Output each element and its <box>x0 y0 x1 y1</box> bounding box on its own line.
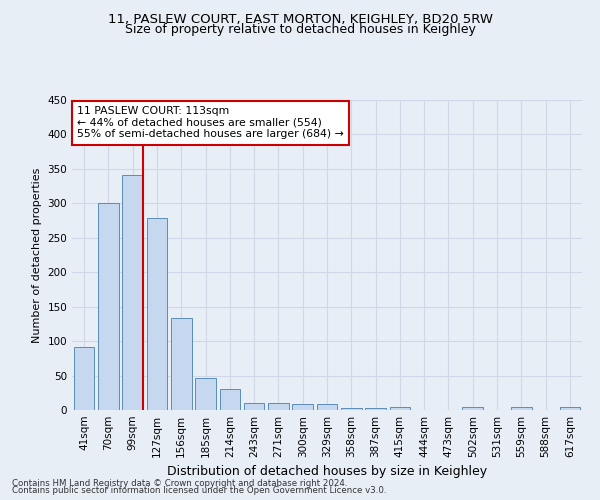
Bar <box>268 403 289 410</box>
Bar <box>560 407 580 410</box>
Bar <box>365 408 386 410</box>
Bar <box>220 390 240 410</box>
Text: Size of property relative to detached houses in Keighley: Size of property relative to detached ho… <box>125 22 475 36</box>
Bar <box>317 404 337 410</box>
Bar <box>292 404 313 410</box>
Text: 11, PASLEW COURT, EAST MORTON, KEIGHLEY, BD20 5RW: 11, PASLEW COURT, EAST MORTON, KEIGHLEY,… <box>107 12 493 26</box>
Text: Contains public sector information licensed under the Open Government Licence v3: Contains public sector information licen… <box>12 486 386 495</box>
Bar <box>511 407 532 410</box>
Bar <box>389 407 410 410</box>
Bar <box>171 318 191 410</box>
Bar <box>122 175 143 410</box>
Bar <box>463 407 483 410</box>
Text: Contains HM Land Registry data © Crown copyright and database right 2024.: Contains HM Land Registry data © Crown c… <box>12 478 347 488</box>
Y-axis label: Number of detached properties: Number of detached properties <box>32 168 42 342</box>
Bar <box>341 408 362 410</box>
Bar <box>195 378 216 410</box>
Bar <box>244 403 265 410</box>
Text: 11 PASLEW COURT: 113sqm
← 44% of detached houses are smaller (554)
55% of semi-d: 11 PASLEW COURT: 113sqm ← 44% of detache… <box>77 106 344 140</box>
Bar <box>146 218 167 410</box>
Bar <box>98 202 119 410</box>
X-axis label: Distribution of detached houses by size in Keighley: Distribution of detached houses by size … <box>167 466 487 478</box>
Bar <box>74 346 94 410</box>
